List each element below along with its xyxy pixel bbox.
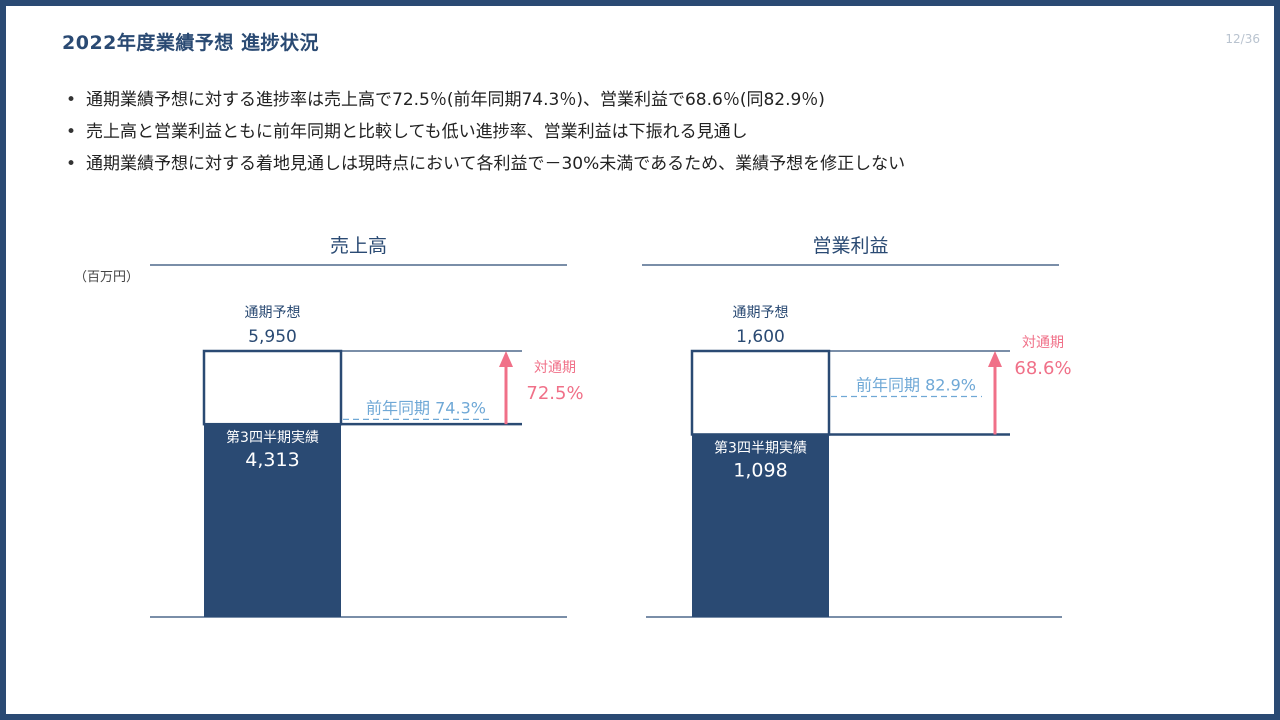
actual-label: 第3四半期実績	[226, 429, 319, 446]
actual-label: 第3四半期実績	[714, 439, 807, 456]
page-title: 2022年度業績予想 進捗状況	[62, 32, 319, 54]
progress-arrow-head	[499, 351, 513, 367]
bullet-item: 売上高と営業利益ともに前年同期と比較しても低い進捗率、営業利益は下振れる見通し	[64, 116, 905, 148]
forecast-label: 通期予想	[245, 305, 301, 321]
unit-label: （百万円）	[74, 270, 140, 285]
chart-title: 売上高	[330, 235, 387, 257]
bullet-item: 通期業績予想に対する進捗率は売上高で72.5％(前年同期74.3％)、営業利益で…	[64, 84, 905, 116]
forecast-value: 1,600	[736, 327, 785, 347]
actual-bar	[692, 434, 829, 617]
progress-value: 68.6%	[1014, 358, 1071, 379]
prior-year-label: 前年同期 74.3%	[366, 398, 486, 417]
forecast-value: 5,950	[248, 327, 297, 347]
actual-bar	[204, 424, 341, 617]
page-number: 12/36	[1225, 32, 1260, 46]
actual-value: 1,098	[733, 459, 787, 481]
forecast-bar-outline	[202, 349, 343, 426]
progress-value: 72.5%	[526, 383, 583, 404]
forecast-bar-outline	[690, 349, 831, 436]
progress-arrow-head	[988, 351, 1002, 367]
progress-label: 対通期	[1022, 335, 1064, 351]
chart-title: 営業利益	[812, 235, 888, 257]
forecast-label: 通期予想	[733, 305, 789, 321]
bullet-list: 通期業績予想に対する進捗率は売上高で72.5％(前年同期74.3％)、営業利益で…	[64, 84, 905, 180]
actual-value: 4,313	[245, 449, 299, 471]
bullet-item: 通期業績予想に対する着地見通しは現時点において各利益で－30%未満であるため、業…	[64, 148, 905, 180]
prior-year-label: 前年同期 82.9%	[856, 375, 976, 394]
progress-label: 対通期	[534, 360, 576, 376]
